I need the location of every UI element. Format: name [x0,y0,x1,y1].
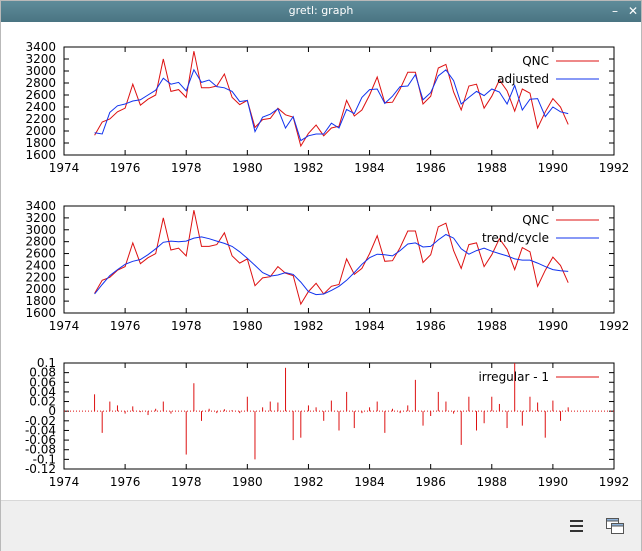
y-tick-label: 0.04 [29,385,56,399]
x-tick-label: 1984 [354,319,385,333]
windows-button[interactable] [604,515,626,537]
x-tick-label: 1986 [415,475,446,489]
x-tick-label: 1978 [171,319,202,333]
y-tick-label: 0.1 [37,356,56,370]
legend-label: QNC [522,54,549,68]
y-tick-label: 2000 [25,282,56,296]
x-tick-label: 1976 [110,161,141,175]
x-tick-label: 1976 [110,475,141,489]
window-title: gretl: graph [288,4,354,17]
series-line-2 [94,68,569,142]
title-bar[interactable]: gretl: graph – ✕ [1,1,641,22]
y-tick-label: 1600 [25,306,56,320]
windows-icon [606,518,624,534]
y-tick-label: -0.12 [25,462,56,476]
y-tick-label: 2800 [25,76,56,90]
x-tick-label: 1992 [599,161,630,175]
x-tick-label: 1980 [232,319,263,333]
y-tick-label: 3000 [25,64,56,78]
menu-button[interactable] [566,515,588,537]
x-tick-label: 1990 [538,319,569,333]
x-tick-label: 1990 [538,161,569,175]
y-tick-label: 1600 [25,148,56,162]
x-tick-label: 1974 [49,161,80,175]
plot-area: 1600 1800 2000 2200 2400 2600 2800 3000 3200 3400… [1,22,641,500]
legend-label: adjusted [497,72,549,86]
x-tick-label: 1990 [538,475,569,489]
y-tick-label: -0.02 [25,414,56,428]
x-tick-label: 1982 [293,475,324,489]
y-tick-label: -0.08 [25,443,56,457]
y-tick-label: 2800 [25,235,56,249]
plot-frame [63,46,615,156]
minimize-button[interactable]: – [612,4,618,18]
x-tick-label: 1978 [171,161,202,175]
y-tick-label: 3400 [25,40,56,54]
x-tick-label: 1988 [477,319,508,333]
chart-panel-2: 1600180020002200240026002800300032003400… [25,199,629,333]
x-tick-label: 1980 [232,475,263,489]
y-tick-label: 2200 [25,270,56,284]
y-tick-label: 2600 [25,247,56,261]
x-tick-label: 1988 [477,475,508,489]
plot-frame [63,205,615,314]
x-tick-label: 1992 [599,475,630,489]
x-tick-label: 1984 [354,161,385,175]
close-button[interactable]: ✕ [627,4,639,18]
y-tick-label: 3200 [25,211,56,225]
x-tick-label: 1992 [599,319,630,333]
y-tick-label: -0.06 [25,433,56,447]
y-tick-label: 2200 [25,112,56,126]
y-tick-label: 3200 [25,52,56,66]
chart-panel-3: -0.12-0.1-0.08-0.06-0.04-0.0200.020.040.… [25,356,629,489]
series-line-2 [94,233,569,296]
y-tick-label: 3000 [25,223,56,237]
legend-label: irregular - 1 [478,370,549,384]
x-tick-label: 1986 [415,319,446,333]
y-tick-label: 2000 [25,124,56,138]
legend-label: QNC [522,213,549,227]
y-tick-label: 2400 [25,258,56,272]
menu-icon [570,520,583,532]
y-tick-label: 1800 [25,136,56,150]
series-line-1 [94,51,569,148]
x-tick-label: 1974 [49,319,80,333]
y-tick-label: 3400 [25,199,56,213]
legend-label: trend/cycle [482,231,549,245]
y-tick-label: -0.1 [33,452,56,466]
x-tick-label: 1974 [49,475,80,489]
x-tick-label: 1982 [293,319,324,333]
y-tick-label: -0.04 [25,423,56,437]
bottom-toolbar [1,500,641,551]
x-tick-label: 1986 [415,161,446,175]
x-tick-label: 1982 [293,161,324,175]
plot-frame [63,362,615,470]
y-tick-label: 0.02 [29,395,56,409]
y-tick-label: 2400 [25,100,56,114]
x-tick-label: 1976 [110,319,141,333]
y-tick-label: 0.06 [29,375,56,389]
x-tick-label: 1988 [477,161,508,175]
y-tick-label: 2600 [25,88,56,102]
chart-panel-1: 1600180020002200240026002800300032003400… [25,40,629,175]
series-line-1 [94,210,569,306]
x-tick-label: 1980 [232,161,263,175]
y-tick-label: 0 [48,404,56,418]
x-tick-label: 1984 [354,475,385,489]
x-tick-label: 1978 [171,475,202,489]
y-tick-label: 0.08 [29,366,56,380]
y-tick-label: 1800 [25,294,56,308]
chart-svg: 1600180020002200240026002800300032003400… [25,40,629,489]
